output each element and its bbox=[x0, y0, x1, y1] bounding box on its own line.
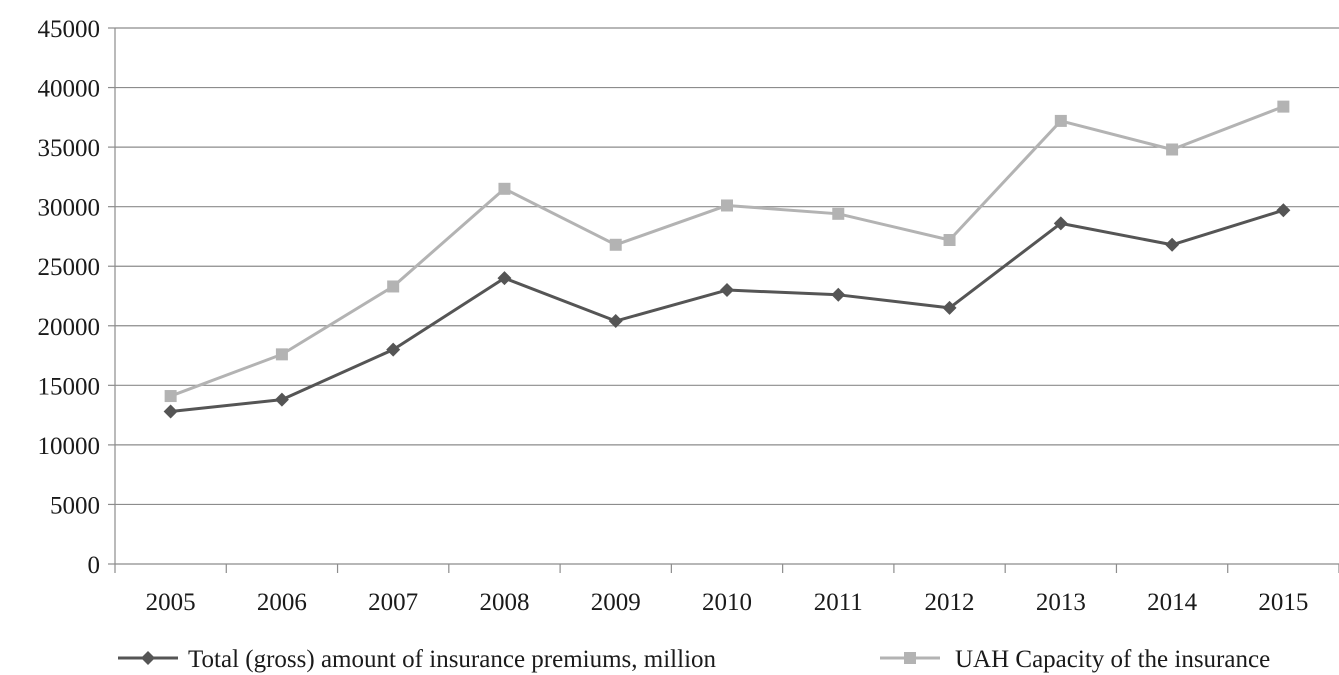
data-point bbox=[720, 283, 734, 298]
x-tick-label: 2008 bbox=[479, 589, 529, 616]
axes bbox=[108, 27, 1339, 573]
data-point bbox=[721, 199, 733, 212]
legend-label: Total (gross) amount of insurance premiu… bbox=[188, 646, 717, 673]
x-tick-label: 2012 bbox=[925, 589, 975, 616]
data-point bbox=[163, 404, 178, 419]
data-point bbox=[387, 280, 400, 293]
data-point bbox=[943, 234, 956, 247]
data-point bbox=[942, 300, 957, 315]
data-point bbox=[275, 348, 288, 361]
gridlines bbox=[115, 27, 1339, 506]
y-tick-label: 5000 bbox=[50, 492, 100, 519]
legend-item-1: Total (gross) amount of insurance premiu… bbox=[118, 646, 717, 673]
legend-swatch-marker bbox=[141, 651, 155, 665]
x-tick-label: 2005 bbox=[146, 589, 196, 616]
data-point bbox=[608, 314, 623, 329]
series-line bbox=[170, 105, 1284, 398]
data-point bbox=[164, 390, 177, 403]
x-tick-label: 2015 bbox=[1258, 589, 1308, 616]
y-tick-label: 45000 bbox=[38, 16, 101, 43]
legend-item-2: UAH Capacity of the insurance bbox=[880, 646, 1270, 673]
series-line bbox=[170, 208, 1284, 414]
legend-swatch-marker bbox=[904, 652, 916, 664]
data-point bbox=[498, 182, 511, 195]
x-tick-label: 2009 bbox=[591, 589, 641, 616]
y-tick-label: 10000 bbox=[38, 433, 101, 460]
data-point bbox=[1166, 143, 1179, 156]
y-tick-label: 35000 bbox=[38, 135, 101, 162]
data-point bbox=[497, 271, 512, 286]
x-tick-label: 2011 bbox=[814, 589, 863, 616]
data-point bbox=[274, 392, 289, 407]
data-point bbox=[386, 342, 401, 357]
x-axis-ticks: 2005 2006 2007 2008 2009 2010 2011 2012 2013 2014… bbox=[146, 589, 1309, 616]
data-point bbox=[1277, 100, 1290, 113]
data-point bbox=[832, 207, 845, 220]
y-tick-label: 15000 bbox=[38, 373, 101, 400]
y-tick-label: 25000 bbox=[38, 254, 101, 281]
data-point bbox=[1053, 216, 1068, 231]
data-point bbox=[1165, 237, 1180, 252]
data-point bbox=[831, 287, 846, 302]
x-tick-label: 2014 bbox=[1147, 589, 1198, 616]
x-tick-label: 2013 bbox=[1036, 589, 1086, 616]
x-tick-label: 2007 bbox=[368, 589, 418, 616]
y-tick-label: 0 bbox=[88, 552, 101, 579]
legend-label: UAH Capacity of the insurance bbox=[955, 646, 1270, 673]
data-point bbox=[1276, 203, 1291, 218]
x-tick-label: 2006 bbox=[257, 589, 307, 616]
data-point bbox=[1054, 114, 1067, 127]
y-tick-label: 30000 bbox=[38, 195, 101, 222]
data-point bbox=[609, 238, 622, 251]
series-1 bbox=[163, 203, 1291, 419]
y-tick-label: 20000 bbox=[38, 314, 101, 341]
legend: Total (gross) amount of insurance premiu… bbox=[118, 646, 1270, 673]
y-tick-label: 40000 bbox=[38, 76, 101, 103]
series-2 bbox=[164, 100, 1290, 403]
y-axis-ticks: 0 5000 10000 15000 20000 25000 30000 35000 40000… bbox=[38, 16, 101, 579]
series-group bbox=[163, 100, 1291, 419]
x-tick-label: 2010 bbox=[702, 589, 752, 616]
